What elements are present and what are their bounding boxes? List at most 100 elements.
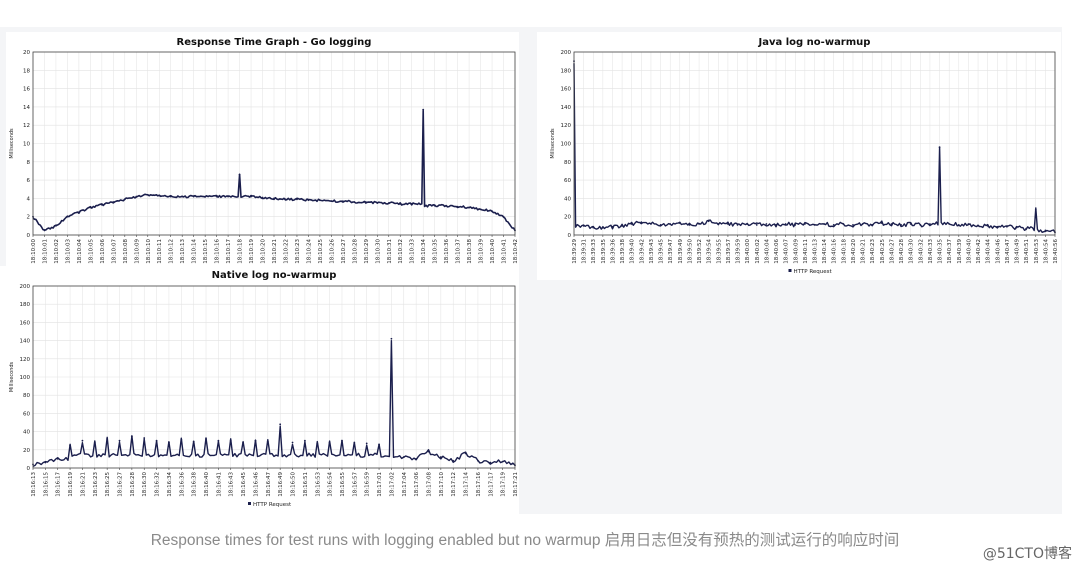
x-tick-label: 18:10:23 (295, 239, 301, 264)
data-point (192, 195, 195, 198)
data-point (803, 223, 806, 225)
legend-swatch (248, 502, 251, 505)
data-point (44, 461, 47, 464)
y-tick-label: 160 (561, 87, 572, 93)
x-tick-label: 18:10:22 (283, 239, 289, 264)
data-point (630, 223, 633, 225)
x-tick-label: 18:16:41 (216, 472, 222, 497)
x-tick-label: 18:10:02 (54, 239, 60, 264)
data-point (900, 224, 902, 226)
data-point (328, 441, 331, 444)
x-tick-label: 18:10:42 (513, 239, 519, 264)
x-tick-label: 18:16:28 (130, 472, 136, 497)
java-log-chart: Java log no-warmup 0 20 40 60 80 100 120 140 160 1… (550, 37, 1059, 275)
y-tick-label: 140 (561, 105, 572, 111)
y-tick-label: 140 (20, 339, 31, 345)
y-tick-label: 200 (20, 284, 31, 290)
data-point (929, 223, 931, 225)
data-point (986, 224, 989, 227)
x-tick-label: 18:10:33 (410, 239, 416, 264)
data-point (284, 198, 287, 201)
x-tick-label: 18:40:16 (832, 239, 838, 264)
x-tick-label: 18:10:24 (306, 239, 312, 264)
data-point (592, 226, 595, 229)
x-tick-label: 18:40:00 (745, 239, 751, 264)
data-point (1034, 208, 1037, 211)
chart-panel-native: Native log no-warmup 0 20 40 60 80 100 120 140 16… (0, 266, 519, 514)
data-point (1044, 229, 1047, 232)
x-tick-label: 18:40:28 (899, 239, 905, 264)
x-tick-label: 18:16:45 (241, 472, 247, 497)
x-tick-label: 18:39:49 (678, 239, 684, 264)
x-tick-label: 18:40:04 (764, 239, 770, 264)
x-tick-label: 18:10:31 (387, 239, 393, 264)
data-point (659, 224, 662, 226)
data-point (402, 456, 405, 458)
x-tick-label: 18:10:37 (456, 239, 462, 264)
x-tick-label: 18:10:36 (444, 239, 450, 264)
x-tick-label: 18:17:21 (513, 472, 519, 497)
x-tick-label: 18:39:57 (726, 239, 732, 264)
data-point (168, 441, 170, 444)
data-point (143, 437, 146, 439)
data-point (238, 173, 241, 176)
x-tick-label: 18:10:38 (467, 239, 473, 264)
x-tick-label: 18:39:31 (582, 239, 588, 264)
y-tick-label: 16 (23, 87, 30, 93)
x-tick-label: 18:16:13 (31, 472, 37, 497)
data-point (832, 224, 835, 226)
data-point (242, 441, 245, 444)
data-point (266, 440, 269, 443)
y-tick-label: 120 (20, 357, 31, 363)
y-tick-label: 10 (23, 142, 30, 148)
x-tick-label: 18:10:21 (272, 239, 278, 264)
x-tick-label: 18:40:13 (813, 239, 819, 264)
x-tick-label: 18:10:06 (100, 239, 106, 264)
x-tick-label: 18:40:56 (1053, 239, 1059, 264)
x-tick-label: 18:16:30 (142, 472, 148, 497)
x-tick-label: 18:10:29 (364, 239, 370, 264)
x-tick-label: 18:16:50 (291, 472, 297, 497)
data-point (192, 440, 195, 443)
y-tick-label: 0 (27, 233, 31, 239)
x-tick-label: 18:40:42 (976, 239, 982, 264)
data-point (1006, 225, 1008, 228)
data-point (640, 221, 643, 224)
data-point (180, 438, 183, 441)
data-point (56, 458, 59, 460)
x-tick-label: 18:39:55 (716, 239, 722, 264)
x-tick-label: 18:16:36 (179, 472, 185, 497)
data-point (967, 223, 970, 225)
legend-label: HTTP Request (794, 269, 833, 275)
data-point (89, 206, 92, 209)
data-point (736, 224, 739, 226)
x-tick-label: 18:39:40 (630, 239, 636, 264)
data-point (169, 195, 172, 198)
data-point (135, 195, 138, 198)
y-tick-label: 40 (23, 430, 30, 436)
x-tick-label: 18:40:49 (1015, 239, 1021, 264)
x-tick-label: 18:10:39 (479, 239, 485, 264)
x-tick-label: 18:10:32 (398, 239, 404, 264)
data-point (229, 439, 232, 442)
data-point (215, 195, 218, 198)
chart-panel-java: Java log no-warmup 0 20 40 60 80 100 120 140 160 1… (537, 32, 1061, 280)
y-tick-label: 20 (564, 215, 571, 221)
chart-title: Java log no-warmup (758, 37, 871, 48)
x-tick-label: 18:16:59 (365, 472, 371, 497)
x-tick-label: 18:10:34 (421, 239, 427, 264)
y-axis-label: Milliseconds (550, 128, 556, 159)
legend-swatch (788, 269, 792, 272)
x-tick-label: 18:39:38 (620, 239, 626, 264)
y-tick-label: 0 (568, 233, 572, 239)
x-tick-label: 18:16:51 (303, 472, 309, 497)
data-point (78, 211, 80, 214)
y-tick-label: 180 (561, 68, 572, 74)
x-tick-label: 18:17:10 (439, 472, 445, 497)
x-tick-label: 18:10:41 (502, 239, 508, 264)
x-tick-label: 18:10:10 (146, 239, 152, 264)
data-point (66, 215, 69, 218)
x-tick-label: 18:16:53 (315, 472, 321, 497)
x-tick-label: 18:16:54 (328, 472, 334, 497)
data-point (93, 441, 96, 444)
